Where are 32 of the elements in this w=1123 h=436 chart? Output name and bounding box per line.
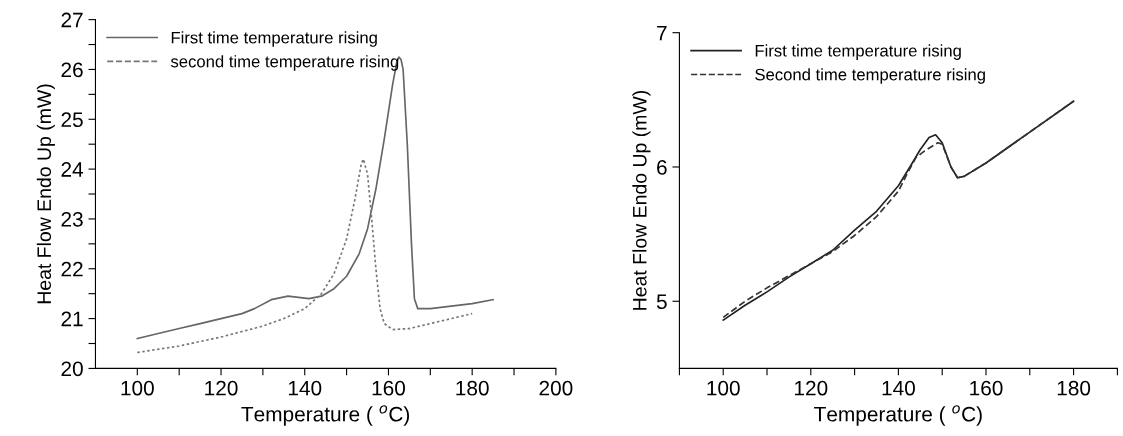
y-tick-label: 6	[657, 159, 667, 175]
y-axis-title: Heat Flow Endo Up (mW)	[632, 91, 651, 310]
x-tick-label: 100	[707, 380, 740, 396]
x-tick-label: 120	[205, 380, 238, 396]
legend-label: Second time temperature rising	[755, 68, 985, 84]
legend-label: First time temperature rising	[755, 44, 961, 60]
y-axis-title: Heat Flow Endo Up (mW)	[36, 84, 55, 304]
x-tick-label: 160	[970, 380, 1003, 396]
x-tick-label: 140	[288, 380, 322, 396]
y-tick-label: 7	[657, 25, 667, 41]
x-tick-label: 180	[456, 380, 489, 396]
x-tick-label: 160	[372, 380, 406, 396]
y-tick-label: 5	[656, 294, 667, 310]
x-tick-label: 200	[539, 380, 573, 396]
line-series	[136, 56, 494, 340]
x-tick-label: 140	[882, 380, 915, 396]
legend-label: second time temperature rising	[170, 55, 399, 71]
y-tick-label: 27	[61, 12, 83, 28]
y-tick-label: 26	[61, 62, 83, 78]
x-tick-label: 180	[1057, 380, 1091, 396]
y-tick-label: 22	[61, 261, 83, 277]
x-tick-label: 100	[121, 380, 154, 396]
y-tick-label: 24	[61, 162, 84, 177]
legend-label: First time temperature rising	[171, 31, 377, 47]
x-tick-label: 120	[795, 380, 828, 396]
x-axis-title: Temperature ( $^{o}$C)	[241, 405, 410, 426]
line-series	[136, 158, 474, 354]
y-tick-label: 21	[61, 311, 83, 327]
y-tick-label: 23	[61, 211, 83, 227]
y-tick-label: 25	[61, 112, 83, 128]
y-tick-label: 20	[61, 361, 83, 377]
x-axis-title: Temperature ( $^{o}$C)	[814, 405, 982, 426]
